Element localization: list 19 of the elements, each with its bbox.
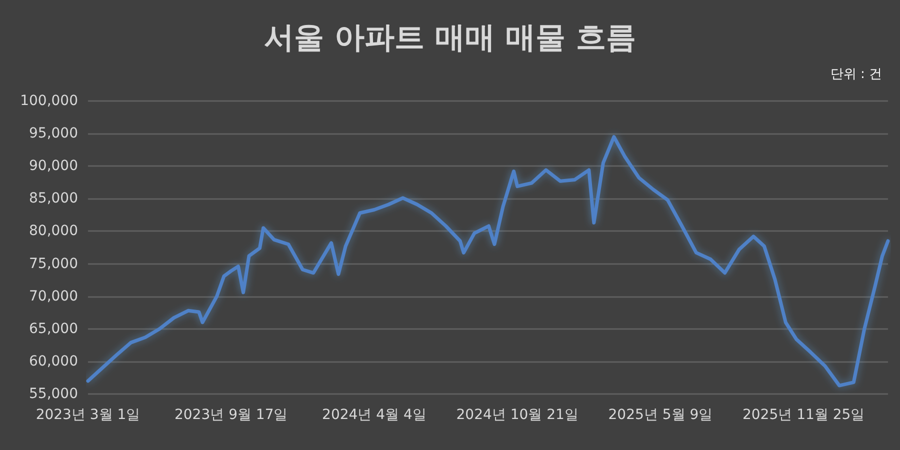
chart-title: 서울 아파트 매매 매물 흐름 [264, 20, 636, 56]
line-series [86, 135, 890, 388]
text: 단위 : 건 [830, 67, 882, 82]
x-tick-label: 2024년 4월 4일 [322, 407, 426, 423]
x-tick-label: 2024년 10월 21일 [456, 407, 578, 423]
x-tick-label: 2025년 5월 9일 [608, 407, 713, 423]
x-tick-label: 2023년 9월 17일 [174, 407, 288, 423]
y-tick-label: 55,000 [29, 386, 78, 402]
y-tick-label: 60,000 [29, 353, 78, 370]
y-tick-label: 65,000 [29, 320, 78, 337]
y-tick-label: 95,000 [29, 126, 78, 142]
y-tick-label: 90,000 [29, 158, 78, 174]
y-tick-label: 75,000 [29, 256, 78, 272]
y-tick-label: 100,000 [20, 93, 78, 109]
x-tick-label: 2023년 3월 1일 [36, 407, 140, 423]
y-tick-label: 70,000 [29, 288, 78, 304]
y-tick-label: 80,000 [29, 223, 78, 240]
y-tick-label: 85,000 [29, 190, 78, 207]
x-tick-label: 2025년 11월 25일 [742, 407, 865, 423]
